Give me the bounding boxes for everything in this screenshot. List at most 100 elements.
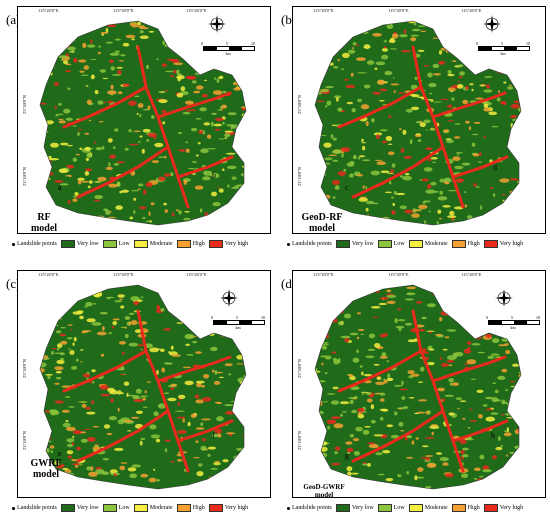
panel-label: (a) [6, 12, 21, 27]
scale-tick: 5 [226, 41, 228, 46]
legend-label: Very high [499, 241, 524, 247]
lon-label: 115°40'0"E [186, 8, 207, 13]
point-label-right: b [212, 171, 216, 180]
model-title: GWRF model [22, 458, 70, 480]
legend-low: Low [377, 240, 405, 248]
legend-label: Moderate [149, 241, 173, 247]
legend-label: Landslide points [17, 241, 57, 247]
lon-label: 115°20'0"E [313, 272, 334, 277]
legend-label: Moderate [424, 241, 448, 247]
scale-tick: 10 [251, 41, 255, 46]
lon-label: 115°40'0"E [461, 8, 482, 13]
legend-points: Landslide points [287, 241, 332, 247]
scale-unit: km [510, 325, 516, 330]
legend-label: Moderate [149, 505, 173, 511]
scale-unit: km [500, 51, 506, 56]
legend-label: Landslide points [292, 241, 332, 247]
model-title-line2: model [32, 469, 60, 480]
scale-tick: 5 [236, 315, 238, 320]
scale-tick: 0 [211, 315, 213, 320]
lon-label: 115°40'0"E [186, 272, 207, 277]
legend-very-high: Very high [208, 504, 249, 512]
legend-label: Very high [224, 505, 249, 511]
legend-very-high: Very high [483, 504, 524, 512]
panel-b: (b) 115°20'0"E 115°30'0"E 115°40'0"E 23°… [275, 0, 550, 264]
lon-label: 115°30'0"E [388, 272, 409, 277]
susceptibility-map [314, 20, 522, 226]
study-region [39, 284, 247, 490]
legend-label: High [467, 505, 480, 511]
lon-label: 115°20'0"E [313, 8, 334, 13]
point-label-right: h [491, 431, 495, 440]
compass-icon [218, 287, 240, 314]
point-label-left: g [345, 451, 349, 460]
lon-label: 115°30'0"E [113, 8, 134, 13]
scale-bar: 0 5 10 km [476, 41, 530, 56]
legend: Landslide points Very low Low Moderate H… [12, 502, 270, 514]
scale-tick: 5 [511, 315, 513, 320]
legend-label: Very high [224, 241, 249, 247]
lon-label: 115°30'0"E [113, 272, 134, 277]
legend-very-low: Very low [60, 504, 99, 512]
map-frame: 115°20'0"E 115°30'0"E 115°40'0"E 23°30'0… [292, 270, 546, 498]
scale-tick: 10 [526, 41, 530, 46]
legend-label: Very low [76, 505, 99, 511]
susceptibility-map [39, 284, 247, 490]
point-label-right: f [212, 431, 215, 440]
legend-label: Very low [351, 241, 374, 247]
legend-label: High [467, 241, 480, 247]
scale-tick: 10 [536, 315, 540, 320]
panel-c: (c) 115°20'0"E 115°30'0"E 115°40'0"E 23°… [0, 264, 275, 528]
legend-label: Low [118, 505, 130, 511]
scale-unit: km [235, 325, 241, 330]
legend-high: High [176, 504, 205, 512]
model-title: GeoD-RF model [297, 212, 347, 233]
legend-label: Very high [499, 505, 524, 511]
legend-moderate: Moderate [408, 504, 448, 512]
legend-very-low: Very low [335, 240, 374, 248]
legend-label: Moderate [424, 505, 448, 511]
panel-a: (a) 115°20'0"E 115°30'0"E 115°40'0"E 23°… [0, 0, 275, 264]
legend-low: Low [102, 240, 130, 248]
legend-label: Landslide points [292, 505, 332, 511]
lon-label: 115°30'0"E [388, 8, 409, 13]
model-title-line1: RF [37, 212, 51, 223]
legend: Landslide points Very low Low Moderate H… [287, 238, 545, 250]
model-title-line1: GWRF [30, 458, 62, 469]
legend-points: Landslide points [287, 505, 332, 511]
susceptibility-map [39, 20, 247, 226]
scale-tick: 10 [261, 315, 265, 320]
legend-label: Landslide points [17, 505, 57, 511]
legend-label: High [192, 505, 205, 511]
model-title: GeoD-GWRF model [295, 483, 353, 497]
scale-tick: 0 [476, 41, 478, 46]
scale-tick: 5 [501, 41, 503, 46]
point-label-left: a [58, 183, 62, 192]
susceptibility-map [314, 284, 522, 490]
legend-moderate: Moderate [133, 504, 173, 512]
model-title-line1: GeoD-RF [301, 212, 343, 223]
legend-label: Very low [351, 505, 374, 511]
point-label-left: e [58, 449, 62, 458]
map-frame: 115°20'0"E 115°30'0"E 115°40'0"E 23°30'0… [17, 270, 271, 498]
legend-low: Low [377, 504, 405, 512]
map-frame: 115°20'0"E 115°30'0"E 115°40'0"E 23°30'0… [17, 6, 271, 234]
map-frame: 115°20'0"E 115°30'0"E 115°40'0"E 23°30'0… [292, 6, 546, 234]
legend-very-high: Very high [208, 240, 249, 248]
lon-label: 115°20'0"E [38, 8, 59, 13]
model-title-line2: model [30, 223, 58, 234]
lon-label: 115°20'0"E [38, 272, 59, 277]
legend-label: Low [393, 241, 405, 247]
legend-very-low: Very low [60, 240, 99, 248]
legend-points: Landslide points [12, 505, 57, 511]
model-title: RF model [24, 212, 64, 234]
legend-very-low: Very low [335, 504, 374, 512]
model-title-line1: GeoD-GWRF [303, 483, 345, 491]
legend-moderate: Moderate [408, 240, 448, 248]
legend-label: Low [393, 505, 405, 511]
compass-icon [493, 287, 515, 314]
legend-very-high: Very high [483, 240, 524, 248]
panel-label: (c) [6, 276, 21, 291]
point-label-left: c [345, 183, 349, 192]
